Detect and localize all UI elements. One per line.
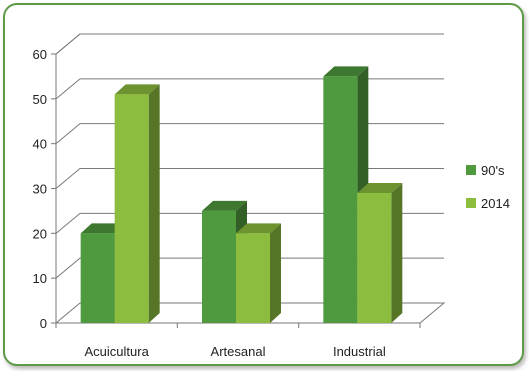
gridline (55, 168, 444, 189)
bar-side (391, 182, 403, 323)
legend-label: 90's (481, 163, 505, 178)
y-tick-label: 10 (33, 271, 47, 286)
y-tick-label: 30 (33, 182, 47, 197)
back-wall-top (55, 33, 444, 55)
bar-front (114, 94, 149, 323)
x-axis-labels: Acuicultura Artesanal Industrial (85, 344, 386, 359)
y-tick-label: 40 (33, 137, 47, 152)
y-tick-label: 50 (33, 92, 47, 107)
bar-top (202, 200, 247, 211)
bar-front (202, 210, 236, 323)
legend-label: 2014 (481, 196, 510, 211)
bar-top (357, 182, 403, 193)
y-axis-ticks: 0 10 20 30 40 50 60 (33, 47, 421, 331)
bar-side (270, 223, 281, 323)
bars (80, 66, 403, 324)
bar-top (236, 223, 281, 234)
bar-top (323, 66, 369, 77)
bar-side (148, 84, 160, 323)
bar-front (236, 233, 270, 323)
bar-industrial-1 (357, 182, 403, 323)
y-tick-label: 60 (33, 47, 47, 62)
x-tick-label: Industrial (333, 344, 386, 359)
gridline (55, 257, 444, 279)
x-tick-label: Acuicultura (85, 344, 150, 359)
bar-front (80, 233, 115, 323)
bar-artesanal-1 (236, 223, 281, 323)
y-tick-label: 20 (33, 226, 47, 241)
bar-front (357, 192, 392, 323)
gridline (55, 212, 444, 234)
bar-top (114, 84, 160, 95)
gridlines (55, 33, 444, 279)
y-tick-label: 0 (40, 316, 47, 331)
gridline (55, 78, 444, 100)
bar-front (323, 76, 358, 324)
gridline (55, 33, 444, 55)
bar-acuicultura-1 (114, 84, 160, 323)
legend-swatch (466, 165, 476, 175)
legend-swatch (466, 198, 476, 208)
legend: 90's 2014 (466, 163, 510, 211)
bar-top (80, 223, 126, 234)
x-tick-label: Artesanal (211, 344, 266, 359)
gridline (55, 123, 444, 145)
